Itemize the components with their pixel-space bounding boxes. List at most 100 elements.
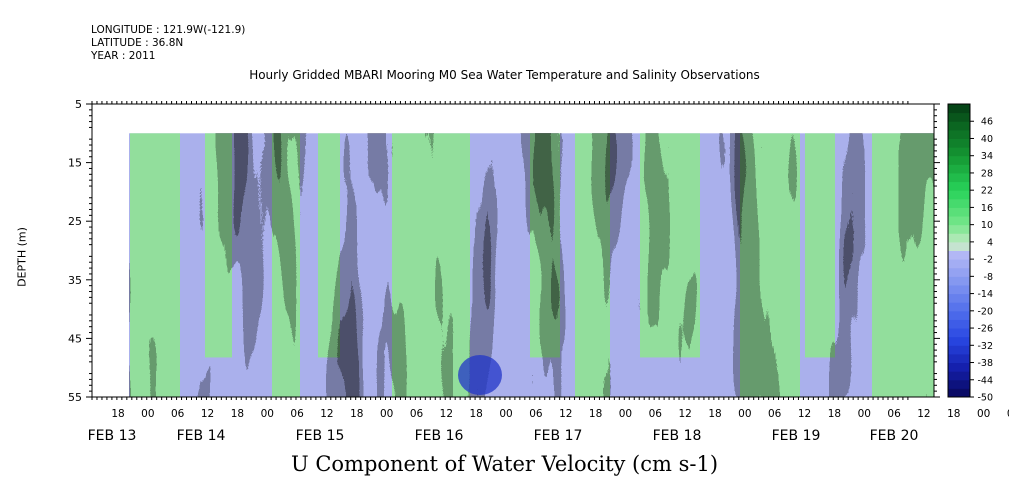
x-hour-label: 00 <box>380 408 393 420</box>
year-label: YEAR : 2011 <box>91 50 156 62</box>
y-tick-label: 25 <box>68 215 82 228</box>
longitude-label: LONGITUDE : 121.9W(-121.9) <box>91 24 246 36</box>
colorbar-swatch <box>948 181 970 191</box>
x-hour-label: 12 <box>201 408 214 420</box>
colorbar-swatch <box>948 129 970 139</box>
colorbar-tick-label: 22 <box>981 186 993 197</box>
x-hour-label: 06 <box>887 408 901 420</box>
colorbar-swatch <box>948 104 970 114</box>
colorbar-frame <box>947 103 971 398</box>
colorbar-tick-label: -2 <box>984 255 993 266</box>
colorbar-swatch <box>948 155 970 165</box>
x-hour-label: 06 <box>171 408 185 420</box>
x-day-label: FEB 15 <box>296 428 345 444</box>
colorbar-swatch <box>948 121 970 131</box>
colorbar-tick-label: 40 <box>981 134 993 145</box>
heatmap-field <box>129 133 934 398</box>
colorbar-swatch <box>948 259 970 269</box>
colorbar-swatch <box>948 138 970 148</box>
colorbar-swatch <box>948 172 970 183</box>
x-hour-label: 12 <box>917 408 930 420</box>
colorbar-tick-label: 4 <box>987 237 993 248</box>
colorbar-tick-label: -38 <box>977 358 993 369</box>
colorbar-tick-label: 46 <box>981 117 993 128</box>
x-hour-label: 06 <box>410 408 424 420</box>
colorbar-tick-label: 28 <box>981 168 993 179</box>
colorbar-tick-label: -14 <box>977 289 993 300</box>
colorbar-tick-label: -20 <box>977 306 993 317</box>
colorbar: 46 40 34 28 22 16 10 4 -2 -8 -14 -20 -26 -32 -38 -44 -50 <box>947 103 993 404</box>
colorbar-tick-label: -26 <box>977 324 993 335</box>
x-hour-label: 06 <box>290 408 304 420</box>
colorbar-tick-label: 16 <box>981 203 993 214</box>
colorbar-swatch <box>948 112 970 122</box>
colorbar-swatch <box>948 293 970 303</box>
x-day-label: FEB 19 <box>772 428 821 444</box>
colorbar-swatch <box>948 250 970 260</box>
colorbar-swatch <box>948 276 970 286</box>
x-hour-label: 12 <box>440 408 453 420</box>
x-hour-label: 12 <box>559 408 572 420</box>
colorbar-swatch <box>948 190 970 200</box>
x-hour-label: 06 <box>649 408 663 420</box>
colorbar-swatch <box>948 284 970 295</box>
x-hour-label: 18 <box>947 408 960 420</box>
colorbar-swatch <box>948 328 970 338</box>
colorbar-swatch <box>948 345 970 355</box>
colorbar-tick-label: -8 <box>984 272 993 283</box>
x-day-label: FEB 13 <box>88 428 137 444</box>
x-hour-label: 00 <box>261 408 274 420</box>
x-hour-label: 00 <box>977 408 990 420</box>
x-hour-label: 18 <box>350 408 363 420</box>
chart-title: Hourly Gridded MBARI Mooring M0 Sea Wate… <box>249 68 760 82</box>
x-hour-label: 06 <box>768 408 782 420</box>
x-hour-label: 18 <box>111 408 124 420</box>
x-day-label: FEB 17 <box>534 428 583 444</box>
y-tick-label: 45 <box>68 332 82 345</box>
plot-frame <box>91 103 935 398</box>
x-hour-label: 06 <box>1007 408 1009 420</box>
x-axis-label: U Component of Water Velocity (cm s-1) <box>290 452 719 476</box>
colorbar-tick-label: 10 <box>981 220 993 231</box>
colorbar-tick-label: -44 <box>977 375 993 386</box>
heatmap-min-core <box>458 355 502 395</box>
x-hour-label: 06 <box>529 408 543 420</box>
x-hour-label: 18 <box>231 408 244 420</box>
y-tick-label: 35 <box>68 274 82 287</box>
x-hour-label: 18 <box>589 408 602 420</box>
colorbar-swatch <box>948 241 970 251</box>
colorbar-swatch <box>948 198 970 208</box>
x-hour-label: 00 <box>499 408 512 420</box>
x-hour-label: 18 <box>828 408 841 420</box>
colorbar-swatch <box>948 388 970 398</box>
x-day-label: FEB 16 <box>415 428 464 444</box>
colorbar-swatch <box>948 371 970 381</box>
colorbar-swatch <box>948 164 970 174</box>
x-day-label: FEB 18 <box>653 428 702 444</box>
x-day-label: FEB 20 <box>870 428 919 444</box>
x-hour-label: 00 <box>738 408 751 420</box>
colorbar-tick-label: 34 <box>981 151 993 162</box>
x-hour-label: 12 <box>678 408 691 420</box>
colorbar-tick-label: -32 <box>977 341 993 352</box>
x-hour-label: 12 <box>320 408 333 420</box>
colorbar-swatch <box>948 267 970 277</box>
colorbar-swatch <box>948 310 970 320</box>
y-tick-label: 55 <box>68 391 82 404</box>
latitude-label: LATITUDE : 36.8N <box>91 37 184 49</box>
heatmap-texture <box>129 133 934 398</box>
colorbar-swatch <box>948 336 970 346</box>
colorbar-swatch <box>948 233 970 243</box>
x-day-label: FEB 14 <box>177 428 226 444</box>
x-hour-label: 00 <box>141 408 154 420</box>
y-tick-label: 5 <box>75 98 82 111</box>
colorbar-swatch <box>948 302 970 312</box>
colorbar-swatch <box>948 319 970 329</box>
colorbar-tick-label: -50 <box>977 393 993 404</box>
x-hour-label: 18 <box>708 408 721 420</box>
colorbar-swatch <box>948 147 970 157</box>
colorbar-swatch <box>948 207 970 217</box>
x-hour-label: 18 <box>470 408 483 420</box>
colorbar-swatch <box>948 224 970 234</box>
